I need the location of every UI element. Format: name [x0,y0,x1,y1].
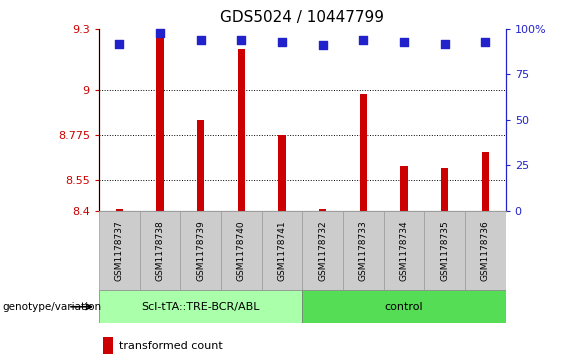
Bar [221,211,262,290]
Bar [157,33,163,211]
Text: transformed count: transformed count [119,341,223,351]
Bar [279,135,285,211]
Point [237,37,246,43]
Text: control: control [385,302,423,312]
Bar [103,337,113,354]
Bar [99,290,302,323]
Bar [343,211,384,290]
Bar [99,211,140,290]
Bar [360,94,367,211]
Bar [424,211,465,290]
Bar [116,208,123,211]
Point [155,30,164,36]
Bar [401,166,407,211]
Point [318,42,327,48]
Text: GSM1178737: GSM1178737 [115,220,124,281]
Bar [465,211,506,290]
Point [196,37,205,43]
Text: GSM1178733: GSM1178733 [359,220,368,281]
Bar [302,211,343,290]
Text: GSM1178732: GSM1178732 [318,220,327,281]
Text: Scl-tTA::TRE-BCR/ABL: Scl-tTA::TRE-BCR/ABL [141,302,260,312]
Point [115,41,124,46]
Point [481,39,490,45]
Text: GSM1178735: GSM1178735 [440,220,449,281]
Bar [180,211,221,290]
Bar [262,211,302,290]
Bar [384,211,424,290]
Text: genotype/variation: genotype/variation [3,302,102,312]
Text: GSM1178740: GSM1178740 [237,220,246,281]
Point [440,41,449,46]
Text: GSM1178736: GSM1178736 [481,220,490,281]
Title: GDS5024 / 10447799: GDS5024 / 10447799 [220,10,384,25]
Bar [441,168,448,211]
Point [359,37,368,43]
Point [277,39,286,45]
Text: GSM1178734: GSM1178734 [399,220,408,281]
Bar [302,290,506,323]
Bar [482,152,489,211]
Bar [140,211,180,290]
Bar [197,120,204,211]
Text: GSM1178739: GSM1178739 [196,220,205,281]
Text: GSM1178738: GSM1178738 [155,220,164,281]
Bar [319,208,326,211]
Bar [238,49,245,211]
Point [399,39,408,45]
Text: GSM1178741: GSM1178741 [277,220,286,281]
